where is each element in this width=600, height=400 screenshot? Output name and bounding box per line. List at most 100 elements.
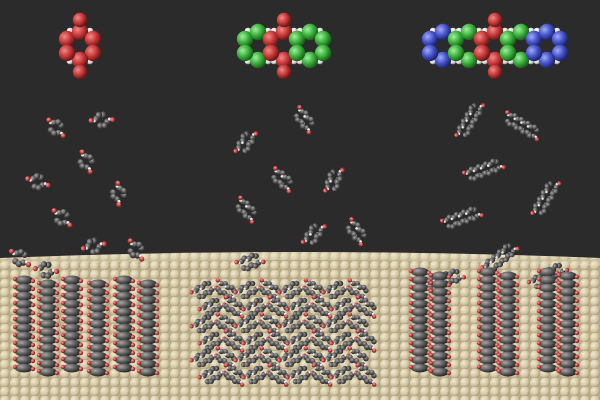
stacked-molecule: [63, 315, 81, 325]
oxygen-atom: [408, 268, 414, 274]
green-atom: [314, 30, 332, 48]
hydrogen-atom: [295, 304, 299, 308]
green-atom: [249, 23, 267, 41]
oxygen-atom: [285, 375, 290, 380]
oxygen-atom: [267, 295, 273, 300]
oxygen-atom: [355, 363, 361, 368]
floating-molecule: [530, 180, 562, 216]
carbon-atom: [520, 129, 526, 136]
floating-molecule: [32, 261, 60, 279]
oxygen-atom: [127, 238, 133, 244]
stacked-molecule: [559, 367, 577, 377]
oxygen-atom: [36, 344, 42, 350]
floating-molecule: [109, 180, 127, 208]
stacked-molecule: [539, 331, 557, 341]
oxygen-atom: [12, 308, 18, 314]
oxygen-atom: [514, 362, 520, 368]
stacked-molecule: [539, 291, 557, 301]
oxygen-atom: [408, 348, 414, 354]
floating-molecule: [277, 314, 307, 334]
carbon-atom: [320, 378, 326, 385]
oxygen-atom: [223, 329, 229, 334]
medium-molecule-assembly: [189, 278, 377, 387]
stacked-molecule: [15, 339, 33, 349]
red-atom: [58, 44, 76, 62]
floating-molecule: [241, 297, 271, 317]
carbon-atom: [473, 116, 480, 122]
hydrogen-atom: [224, 285, 227, 289]
carbon-atom: [195, 284, 201, 291]
oxygen-atom: [86, 304, 92, 310]
floating-molecule: [345, 217, 367, 247]
carbon-atom: [94, 247, 102, 254]
stacked-molecule: [139, 327, 157, 337]
carbon-atom: [229, 318, 235, 325]
oxygen-atom: [30, 302, 36, 308]
hydrogen-atom: [457, 214, 461, 218]
stacked-molecule: [115, 307, 133, 317]
oxygen-atom: [340, 167, 345, 173]
carbon-atom: [364, 310, 370, 317]
carbon-atom: [291, 301, 297, 308]
carbon-atom: [95, 111, 103, 119]
oxygen-atom: [12, 364, 18, 370]
oxygen-atom: [303, 346, 309, 351]
oxygen-atom: [12, 356, 18, 362]
red-atom: [473, 44, 491, 62]
stacked-molecule: [63, 299, 81, 309]
oxygen-atom: [476, 284, 482, 290]
carbon-atom: [210, 365, 216, 372]
floating-molecules: [8, 102, 570, 292]
oxygen-atom: [327, 314, 333, 319]
floating-molecule: [277, 280, 307, 300]
oxygen-atom: [536, 340, 542, 346]
hydrogen-atom: [339, 304, 343, 308]
stacked-molecule: [139, 287, 157, 297]
floating-molecule: [267, 363, 289, 387]
oxygen-atom: [78, 286, 84, 292]
oxygen-atom: [136, 344, 142, 350]
hydrogen-atom: [501, 251, 504, 254]
carbon-atom: [281, 335, 287, 342]
oxygen-atom: [86, 312, 92, 318]
carbon-atom: [259, 306, 265, 313]
floating-molecule: [300, 222, 328, 246]
carbon-atom: [202, 280, 208, 287]
stacked-molecule: [139, 343, 157, 353]
oxygen-atom: [30, 294, 36, 300]
carbon-atom: [369, 335, 375, 342]
hydrogen-atom: [356, 319, 359, 323]
hydrogen-atom: [268, 353, 271, 357]
blue-atom: [434, 23, 452, 41]
carbon-atom: [203, 301, 209, 308]
carbon-atom: [497, 261, 504, 268]
floating-molecule: [233, 130, 259, 154]
oxygen-atom: [408, 300, 414, 306]
floating-molecule: [197, 331, 227, 351]
carbon-atom: [298, 331, 304, 338]
stacked-molecule: [499, 351, 517, 361]
stacked-molecule: [539, 355, 557, 365]
hydrogen-atom: [251, 372, 255, 376]
stacked-molecule: [139, 335, 157, 345]
oxygen-atom: [327, 382, 333, 387]
oxygen-atom: [78, 318, 84, 324]
carbon-atom: [294, 117, 301, 124]
molecule-column: [496, 271, 520, 377]
hydrogen-atom: [280, 175, 284, 178]
carbon-atom: [276, 310, 282, 317]
stacked-molecule: [15, 275, 33, 285]
hydrogen-atom: [309, 232, 312, 236]
oxygen-atom: [428, 368, 434, 374]
carbon-atom: [283, 318, 289, 325]
oxygen-atom: [215, 278, 221, 283]
carbon-atom: [320, 310, 326, 317]
oxygen-atom: [154, 330, 160, 336]
oxygen-atom: [136, 352, 142, 358]
stacked-molecule: [115, 339, 133, 349]
oxygen-atom: [487, 12, 503, 28]
oxygen-atom: [136, 296, 142, 302]
carbon-atom: [237, 335, 243, 342]
floating-molecule: [223, 363, 245, 387]
oxygen-atom: [104, 354, 110, 360]
